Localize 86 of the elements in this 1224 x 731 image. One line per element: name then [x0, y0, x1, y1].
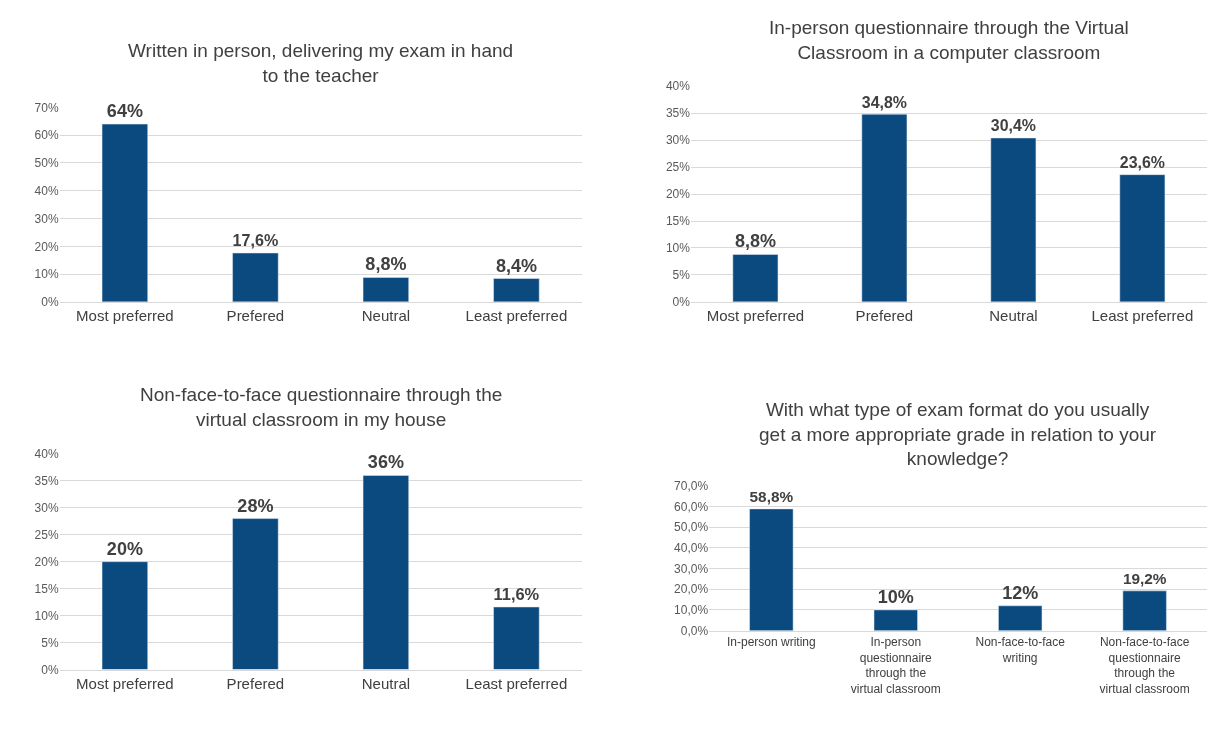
chart-title: With what type of exam format do you usually get a more appropriate grade in relation to your knowledge?: [759, 399, 1157, 470]
y-tick-label: 15%: [665, 214, 691, 229]
bar: [1119, 174, 1166, 302]
y-tick-label: 20,0%: [674, 582, 709, 597]
x-tick-label: Prefered: [855, 306, 914, 324]
data-label: 17,6%: [232, 231, 279, 250]
y-tick-label: 20%: [34, 554, 59, 569]
data-label: 36%: [367, 452, 404, 473]
data-label: 58,8%: [749, 488, 794, 506]
x-tick-label: In-person questionnaire through the virtual classroom: [850, 635, 941, 696]
x-tick-label: Neutral: [361, 674, 411, 692]
x-tick-label: Least preferred: [465, 306, 568, 324]
y-tick-label: 50,0%: [674, 520, 709, 535]
data-label: 28%: [237, 495, 274, 516]
y-tick-label: 0%: [672, 295, 691, 310]
data-label: 23,6%: [1119, 154, 1165, 172]
y-tick-label: 40%: [665, 79, 691, 94]
x-tick-label: Least preferred: [465, 674, 568, 692]
y-tick-label: 20%: [665, 187, 691, 202]
y-tick-label: 60,0%: [674, 499, 709, 514]
x-tick-label: Least preferred: [1091, 306, 1194, 324]
bar: [873, 609, 918, 631]
data-label: 64%: [106, 101, 143, 122]
bar: [1122, 590, 1167, 631]
x-tick-label: Neutral: [989, 306, 1038, 324]
y-tick-label: 70%: [34, 100, 59, 115]
y-tick-label: 5%: [672, 268, 691, 283]
bar: [362, 277, 409, 302]
y-tick-label: 25%: [665, 160, 691, 175]
x-tick-label: Non-face-to-face questionnaire through the virtual classroom: [1099, 635, 1190, 696]
bar: [362, 475, 409, 670]
data-label: 11,6%: [493, 585, 540, 604]
y-tick-label: 10%: [34, 267, 59, 282]
data-label: 8,4%: [495, 255, 537, 276]
data-label: 30,4%: [990, 117, 1036, 135]
bar: [101, 123, 148, 302]
y-tick-label: 15%: [34, 581, 59, 596]
y-tick-label: 40%: [34, 447, 59, 462]
y-tick-label: 0%: [41, 295, 59, 310]
bar: [990, 137, 1037, 302]
y-tick-label: 50%: [34, 156, 59, 171]
y-tick-label: 35%: [665, 106, 691, 121]
y-tick-label: 30,0%: [674, 561, 709, 576]
x-tick-label: Most preferred: [76, 306, 174, 324]
chart-title: In-person questionnaire through the Virtual Classroom in a computer classroom: [769, 17, 1129, 63]
y-tick-label: 30%: [34, 211, 59, 226]
data-label: 34,8%: [861, 93, 907, 111]
bar: [493, 606, 540, 670]
bar: [232, 252, 279, 302]
x-tick-label: Prefered: [226, 674, 285, 692]
y-tick-label: 30%: [34, 500, 59, 515]
y-tick-label: 20%: [34, 239, 59, 254]
data-label: 12%: [1002, 582, 1039, 603]
y-tick-label: 0,0%: [680, 623, 709, 638]
x-tick-label: Non-face-to-face writing: [975, 635, 1066, 665]
bar: [232, 518, 279, 670]
data-label: 8,8%: [734, 231, 776, 252]
y-tick-label: 40%: [34, 183, 59, 198]
y-tick-label: 10,0%: [674, 603, 709, 618]
y-tick-label: 5%: [41, 635, 59, 650]
bar: [101, 561, 148, 670]
bar: [749, 508, 794, 631]
x-tick-label: Most preferred: [76, 674, 174, 692]
x-tick-label: Neutral: [361, 306, 411, 324]
y-tick-label: 35%: [34, 474, 59, 489]
data-label: 8,8%: [365, 254, 407, 275]
y-tick-label: 10%: [665, 241, 691, 256]
y-tick-label: 40,0%: [674, 541, 709, 556]
y-tick-label: 60%: [34, 128, 59, 143]
bar: [998, 605, 1043, 631]
y-tick-label: 0%: [41, 662, 59, 677]
data-label: 19,2%: [1122, 570, 1167, 588]
y-tick-label: 10%: [34, 608, 59, 623]
x-tick-label: Prefered: [226, 306, 285, 324]
data-label: 20%: [106, 538, 143, 559]
bar: [493, 278, 540, 302]
y-tick-label: 30%: [665, 133, 691, 148]
chart-title: Non-face-to-face questionnaire through the virtual classroom in my house: [140, 384, 503, 430]
x-tick-label: In-person writing: [726, 635, 816, 650]
data-label: 10%: [877, 586, 914, 607]
chart-title: Written in person, delivering my exam in hand to the teacher: [128, 40, 514, 86]
bar: [732, 254, 779, 302]
bar: [861, 114, 908, 302]
y-tick-label: 70,0%: [674, 478, 709, 493]
x-tick-label: Most preferred: [706, 306, 805, 324]
y-tick-label: 25%: [34, 527, 59, 542]
